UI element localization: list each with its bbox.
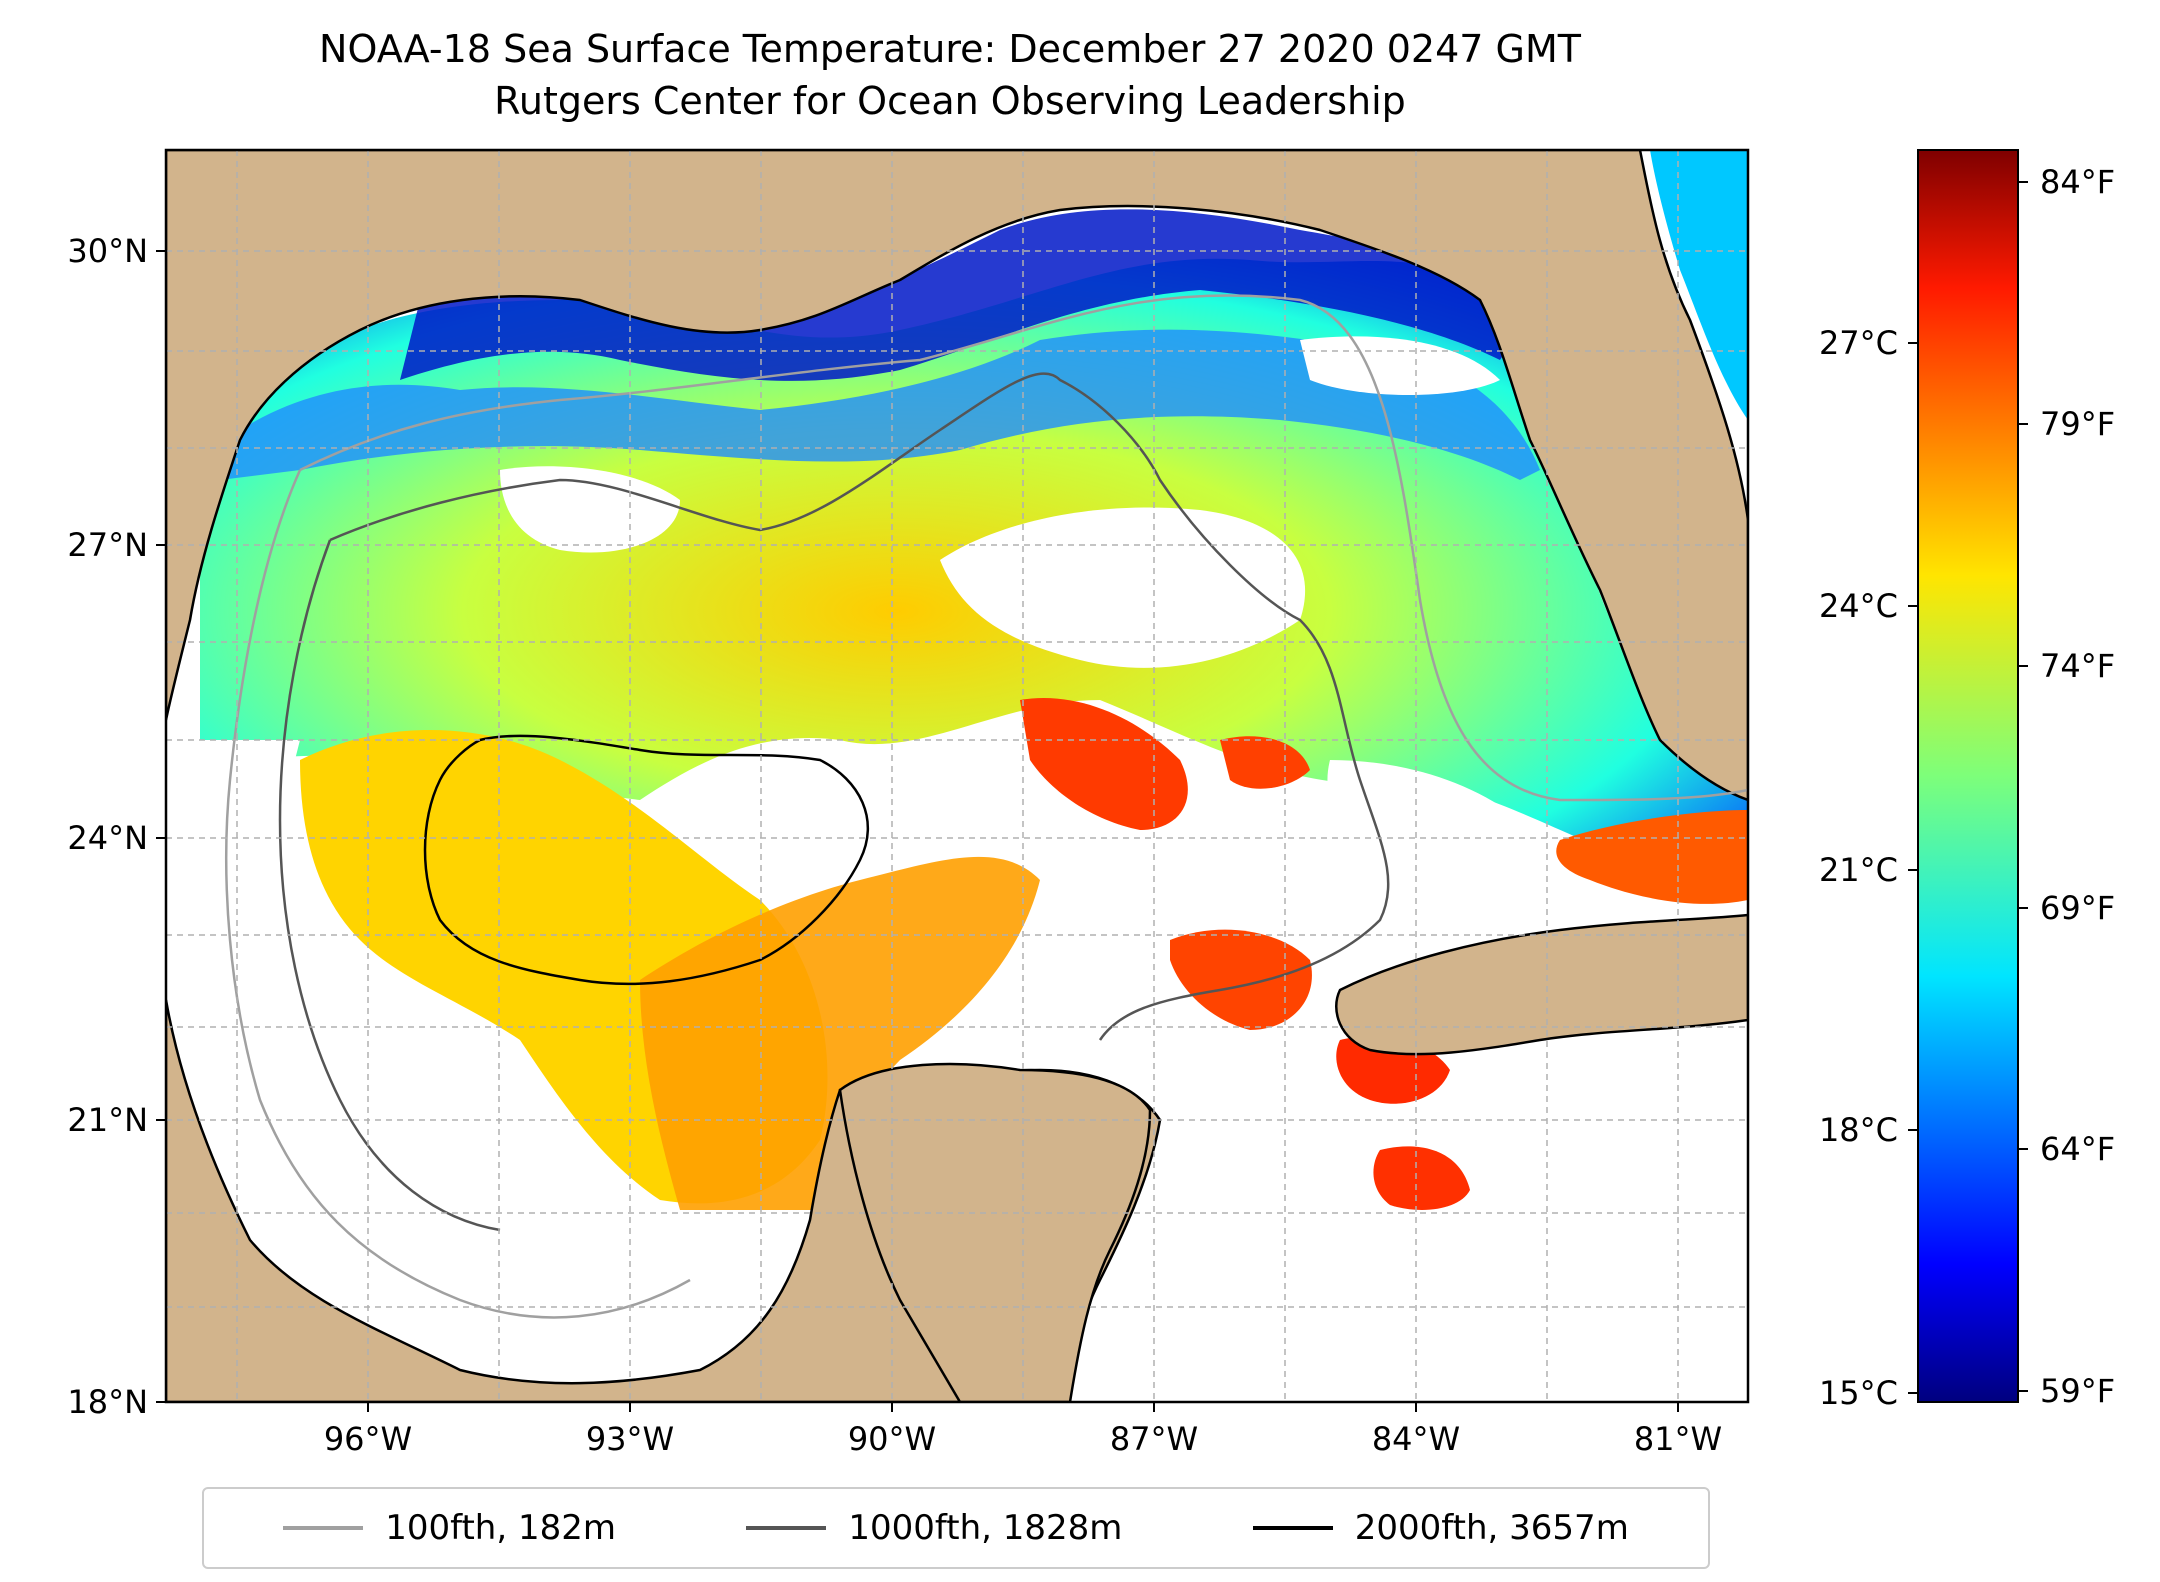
legend-swatch-2000fth [1252,1526,1333,1530]
cloud-patch [1049,852,1150,1040]
cloud-patch [1327,760,1520,860]
bathymetry-contours [225,294,1748,1319]
colorbar-celsius-ticks [1908,342,1918,1394]
cbar-c-24: 24°C [1819,587,1898,625]
sst-coastal-mid [220,329,1540,480]
contour-1000fth [329,372,1390,1041]
cbar-f-59: 59°F [2040,1372,2115,1410]
cbar-c-15: 15°C [1819,1374,1898,1412]
contour-100fth [299,294,1748,802]
lon-label-87w: 87°W [1110,1420,1198,1458]
cbar-f-64: 64°F [2040,1130,2115,1168]
lat-label-30n: 30°N [67,232,148,270]
cbar-f-84: 84°F [2040,163,2115,201]
sst-red-patch-1 [1020,698,1188,830]
legend-label-100fth: 100fth, 182m [385,1508,616,1548]
sst-east-coast-florida [1650,150,1748,420]
chart-subtitle: Rutgers Center for Ocean Observing Leade… [494,79,1406,123]
lat-label-27n: 27°N [67,526,148,564]
sst-florida-straits [1556,810,1748,904]
cbar-c-21: 21°C [1819,851,1898,889]
lon-label-96w: 96°W [324,1420,412,1458]
sst-red-patch-2 [1170,929,1312,1030]
cloud-patch [166,740,720,1402]
contour-legend: 100fth, 182m 1000fth, 1828m 2000fth, 365… [202,1487,1710,1569]
lat-ticks [156,250,166,1403]
colorbar [1917,149,2019,1403]
cbar-c-27: 27°C [1819,324,1898,362]
lon-label-81w: 81°W [1634,1420,1722,1458]
cloud-patch [1300,336,1500,395]
land-yucatan [838,1062,1152,1402]
legend-swatch-1000fth [746,1526,827,1530]
sst-central-orange [640,856,1040,1210]
cbar-f-69: 69°F [2040,889,2115,927]
sst-coastal-cold [400,209,1520,381]
cbar-f-79: 79°F [2040,405,2115,443]
legend-item-1000fth: 1000fth, 1828m [746,1508,1122,1548]
legend-item-2000fth: 2000fth, 3657m [1252,1508,1629,1548]
land [166,150,1748,1402]
colorbar-fahrenheit-ticks [2018,181,2028,1392]
contour-2000fth [423,734,870,986]
legend-item-100fth: 100fth, 182m [283,1508,616,1548]
lat-label-21n: 21°N [67,1101,148,1139]
chart-title: NOAA-18 Sea Surface Temperature: Decembe… [319,27,1581,71]
lat-label-24n: 24°N [67,819,148,857]
sst-red-patch-5 [1220,736,1310,789]
cbar-f-74: 74°F [2040,647,2115,685]
lon-label-90w: 90°W [848,1420,936,1458]
sst-red-patch-4 [1373,1146,1470,1210]
lon-label-93w: 93°W [586,1420,674,1458]
map-frame [164,148,1750,1404]
legend-label-1000fth: 1000fth, 1828m [848,1508,1123,1548]
legend-swatch-100fth [283,1526,364,1530]
land-cuba [1335,913,1748,1056]
contour-100fth-west [225,469,691,1319]
lon-ticks [367,1402,1679,1412]
contour-1000fth-west [278,539,501,1232]
land-usa [166,150,1748,802]
legend-label-2000fth: 2000fth, 3657m [1354,1508,1629,1548]
cbar-c-18: 18°C [1819,1111,1898,1149]
cloud-patch [500,466,680,553]
lon-label-84w: 84°W [1372,1420,1460,1458]
lat-label-18n: 18°N [67,1383,148,1421]
